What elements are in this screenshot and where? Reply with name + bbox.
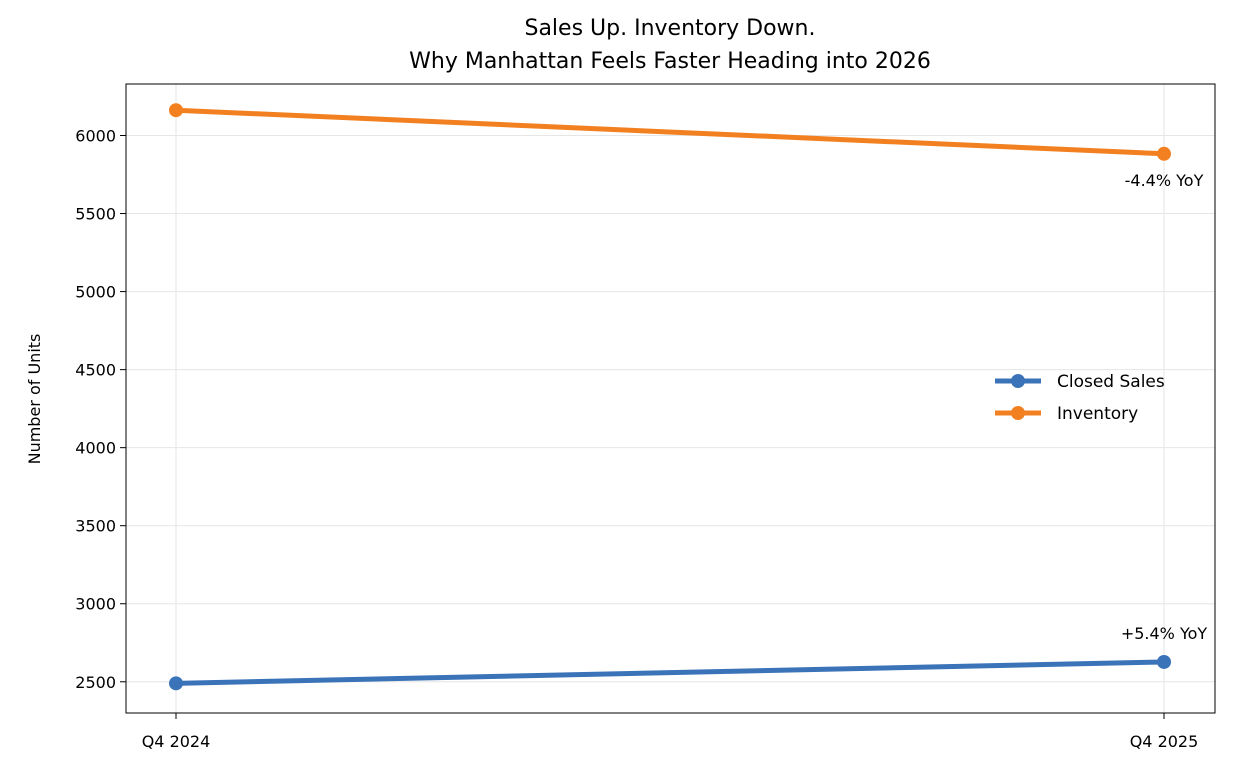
inventory-yoy-annotation: -4.4% YoY — [1125, 171, 1204, 190]
legend-closed-sales-label: Closed Sales — [1057, 372, 1165, 392]
inventory-point — [1157, 146, 1171, 161]
closed-sales-point — [169, 676, 183, 691]
y-tick-label: 2500 — [75, 673, 116, 692]
y-tick-label: 4500 — [75, 361, 116, 380]
y-tick-label: 6000 — [75, 127, 116, 146]
y-axis-label: Number of Units — [25, 334, 44, 465]
chart-title-line-2: Why Manhattan Feels Faster Heading into … — [409, 49, 931, 74]
legend-inventory-marker — [1011, 406, 1025, 420]
closed-sales-point — [1157, 654, 1171, 669]
chart-title: Sales Up. Inventory Down. Why Manhattan … — [409, 16, 931, 74]
plot-frame — [125, 83, 1216, 714]
closed-sales-yoy-annotation: +5.4% YoY — [1121, 624, 1208, 643]
x-tick-label: Q4 2024 — [142, 732, 211, 751]
y-tick-label: 3000 — [75, 595, 116, 614]
y-tick-label: 4000 — [75, 439, 116, 458]
x-tick-label: Q4 2025 — [1130, 732, 1199, 751]
y-tick-label: 5500 — [75, 205, 116, 224]
legend-inventory-label: Inventory — [1057, 404, 1138, 424]
chart-title-line-1: Sales Up. Inventory Down. — [524, 16, 815, 41]
axes: 2500 3000 3500 4000 4500 5000 5500 6000 Q4 2024 Q… — [75, 127, 1198, 751]
inventory-point — [169, 103, 183, 118]
series-layer: +5.4% YoY -4.4% YoY — [169, 103, 1208, 691]
closed-sales-line — [175, 659, 1165, 686]
y-tick-label: 3500 — [75, 517, 116, 536]
legend-closed-sales-marker — [1011, 374, 1025, 388]
grid — [126, 84, 1215, 713]
y-tick-label: 5000 — [75, 283, 116, 302]
inventory-line — [175, 107, 1165, 157]
legend: Closed Sales Inventory — [995, 372, 1165, 424]
